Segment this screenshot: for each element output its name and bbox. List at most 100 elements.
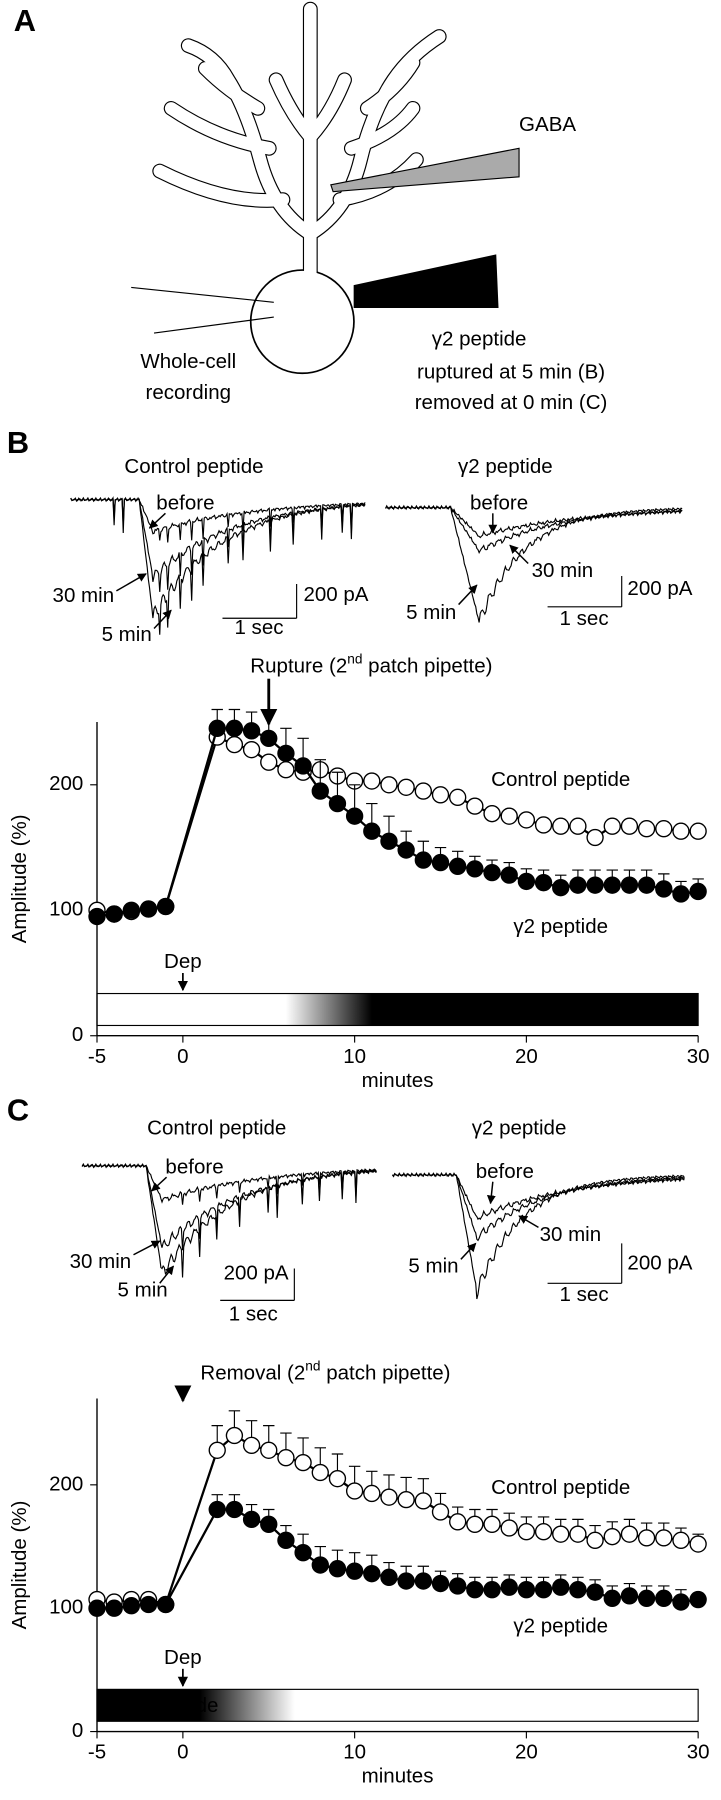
y-tick-label: 0 (72, 1719, 83, 1742)
x-axis-label: minutes (362, 1765, 434, 1788)
data-point (397, 1490, 415, 1509)
data-point (431, 786, 450, 804)
annotation-part: Removal (2 (200, 1362, 305, 1385)
panel-label: A (14, 3, 36, 38)
scale-label: 200 pA (627, 577, 692, 600)
x-tick-label: -5 (88, 1045, 106, 1068)
data-point (449, 788, 467, 807)
annotation-part: Rupture (2 (250, 655, 347, 678)
data-point (552, 817, 570, 835)
annotation-part: patch pipette) (362, 655, 492, 678)
data-point (260, 729, 278, 748)
x-axis-label: minutes (362, 1069, 434, 1092)
scale-label: 1 sec (229, 1303, 278, 1326)
trace-arrow (518, 1215, 539, 1229)
data-point (431, 1503, 450, 1521)
data-point (260, 753, 278, 771)
data-point (328, 794, 347, 813)
x-tick-label: 30 (687, 1045, 710, 1068)
data-point (603, 876, 621, 894)
data-point (294, 1453, 312, 1472)
series-label: γ2 peptide (513, 915, 608, 938)
trace-arrow (116, 573, 147, 592)
data-point (414, 782, 433, 800)
data-point (569, 1525, 587, 1543)
trace-label: 5 min (408, 1255, 458, 1278)
data-point (311, 1556, 329, 1574)
data-point (517, 1523, 536, 1541)
x-tick-label: 10 (343, 1045, 366, 1068)
data-point (363, 822, 381, 840)
x-tick-label: 30 (687, 1741, 710, 1764)
current-trace (81, 1163, 377, 1278)
current-trace (81, 1162, 377, 1205)
gaba-pipette (330, 147, 520, 193)
data-point (363, 1564, 381, 1583)
data-point (552, 1578, 570, 1596)
trace-arrow (460, 1242, 477, 1260)
data-point (689, 1590, 707, 1609)
data-point (139, 1595, 158, 1614)
data-point (569, 1581, 587, 1599)
data-point (277, 1449, 295, 1467)
y-tick-label: 200 (49, 1472, 83, 1495)
current-trace (385, 505, 683, 539)
y-tick-label: 200 (49, 772, 83, 795)
data-point (586, 1531, 604, 1550)
data-point (328, 1560, 347, 1578)
data-point (122, 1597, 141, 1615)
data-point (139, 900, 158, 918)
data-point (637, 1589, 656, 1607)
scale-label: 1 sec (560, 1283, 609, 1306)
data-point (689, 882, 707, 901)
data-point (483, 1515, 501, 1533)
series-label: Control peptide (491, 768, 630, 791)
x-tick-label: -5 (88, 1741, 106, 1764)
peptide-label: γ2 peptide (432, 327, 527, 350)
data-point (655, 880, 673, 898)
current-trace (70, 497, 366, 635)
data-point (534, 1523, 553, 1541)
annotation-part: patch pipette) (321, 1362, 451, 1385)
panel-label: C (7, 1092, 29, 1127)
series-line (96, 735, 699, 916)
trace-arrow (153, 609, 172, 630)
treatment-label: γ2 peptide (403, 998, 498, 1021)
data-point (517, 1581, 536, 1599)
data-point (414, 1572, 433, 1590)
data-point (380, 832, 398, 850)
data-point (157, 1595, 175, 1614)
data-point (122, 901, 141, 919)
gaba-label: GABA (519, 113, 576, 136)
trace-title: γ2 peptide (458, 455, 553, 478)
data-point (586, 1583, 604, 1601)
scale-label: 200 pA (303, 583, 368, 606)
data-point (208, 1441, 226, 1459)
data-point (534, 873, 553, 892)
y-tick-label: 0 (72, 1023, 83, 1046)
trace-title: Control peptide (147, 1117, 286, 1140)
data-point (431, 853, 450, 872)
trace-label: 5 min (102, 623, 152, 646)
data-point (466, 1515, 484, 1533)
x-tick-label: 20 (515, 1045, 538, 1068)
trace-label: 30 min (532, 559, 594, 582)
data-point (311, 1463, 329, 1482)
scale-label: 1 sec (234, 616, 283, 639)
series-label: Control peptide (491, 1476, 630, 1499)
current-trace (81, 1163, 377, 1251)
data-point (242, 740, 261, 759)
trace-arrow (486, 1181, 496, 1205)
data-point (88, 907, 106, 926)
data-point (672, 822, 690, 840)
treatment-bar (96, 992, 699, 1027)
data-point (483, 863, 501, 882)
data-point (569, 817, 587, 835)
scale-label: 200 pA (224, 1262, 289, 1285)
data-point (414, 851, 433, 869)
data-point (620, 876, 639, 894)
data-point (380, 1488, 398, 1506)
peptide-label: ruptured at 5 min (B) (417, 360, 605, 383)
